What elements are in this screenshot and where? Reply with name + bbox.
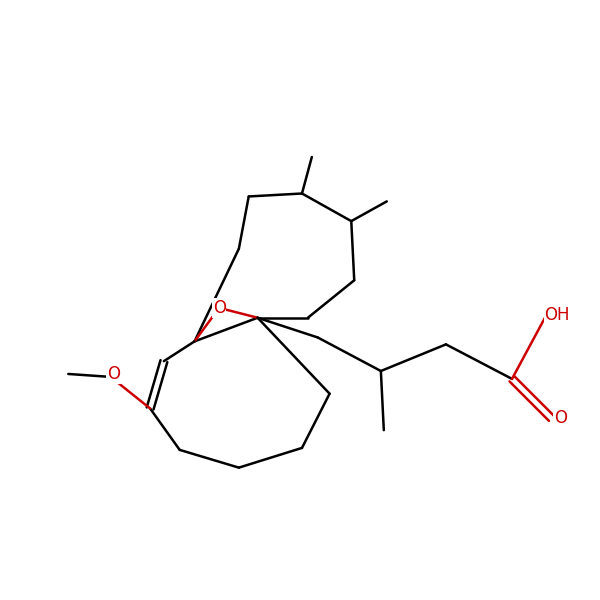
Text: O: O [212, 299, 226, 317]
Text: O: O [554, 409, 567, 427]
Text: O: O [107, 365, 120, 383]
Text: OH: OH [544, 306, 570, 324]
